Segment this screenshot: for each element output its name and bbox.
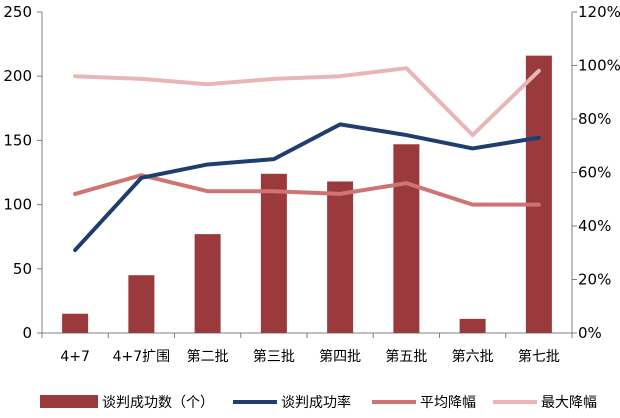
- x-category-label: 第七批: [518, 348, 560, 365]
- x-category-label: 4+7: [60, 349, 90, 365]
- bar: [128, 275, 155, 333]
- left-axis-ticks: 0 50 100 150 200 250: [3, 3, 42, 342]
- x-category-label: 第四批: [319, 348, 361, 365]
- chart-axes: [41, 12, 573, 334]
- right-tick-label: 20%: [578, 271, 611, 289]
- right-tick-label: 120%: [578, 3, 620, 21]
- series-line: [73, 66, 541, 138]
- x-category-label: 第二批: [187, 348, 229, 365]
- bar-series: [62, 55, 552, 333]
- x-category-label: 第六批: [452, 348, 494, 365]
- legend-swatch: [40, 395, 98, 408]
- left-tick-label: 50: [13, 260, 32, 278]
- bar: [393, 144, 420, 333]
- series-line: [73, 122, 541, 253]
- right-tick-label: 0%: [578, 324, 602, 342]
- legend-label: 谈判成功数（个）: [102, 395, 214, 411]
- bar: [62, 313, 89, 333]
- series-line: [73, 173, 541, 207]
- right-axis-ticks: 0% 20% 40% 60% 80% 100% 120%: [572, 3, 620, 342]
- left-tick-label: 200: [3, 67, 32, 85]
- right-tick-label: 40%: [578, 217, 611, 235]
- legend-label: 谈判成功率: [281, 394, 351, 411]
- legend-label: 平均降幅: [420, 395, 476, 411]
- line-series: [73, 66, 541, 253]
- right-tick-label: 60%: [578, 164, 611, 182]
- x-category-label: 第五批: [385, 348, 427, 365]
- left-tick-label: 150: [3, 131, 32, 149]
- x-category-label: 4+7扩围: [113, 349, 171, 365]
- bar: [327, 181, 354, 333]
- bar: [525, 55, 552, 333]
- right-tick-label: 100%: [578, 57, 620, 75]
- right-tick-label: 80%: [578, 110, 611, 128]
- bar: [260, 173, 287, 333]
- legend-label: 最大降幅: [541, 395, 597, 411]
- legend: 谈判成功数（个） 谈判成功率 平均降幅 最大降幅: [40, 394, 597, 411]
- left-tick-label: 250: [3, 3, 32, 21]
- x-axis-ticks: 4+7 4+7扩围 第二批 第三批 第四批 第五批 第六批 第七批: [41, 333, 573, 365]
- left-tick-label: 0: [22, 324, 32, 342]
- bar: [194, 234, 221, 333]
- bar: [459, 318, 486, 333]
- left-tick-label: 100: [3, 196, 32, 214]
- x-category-label: 第三批: [253, 348, 295, 365]
